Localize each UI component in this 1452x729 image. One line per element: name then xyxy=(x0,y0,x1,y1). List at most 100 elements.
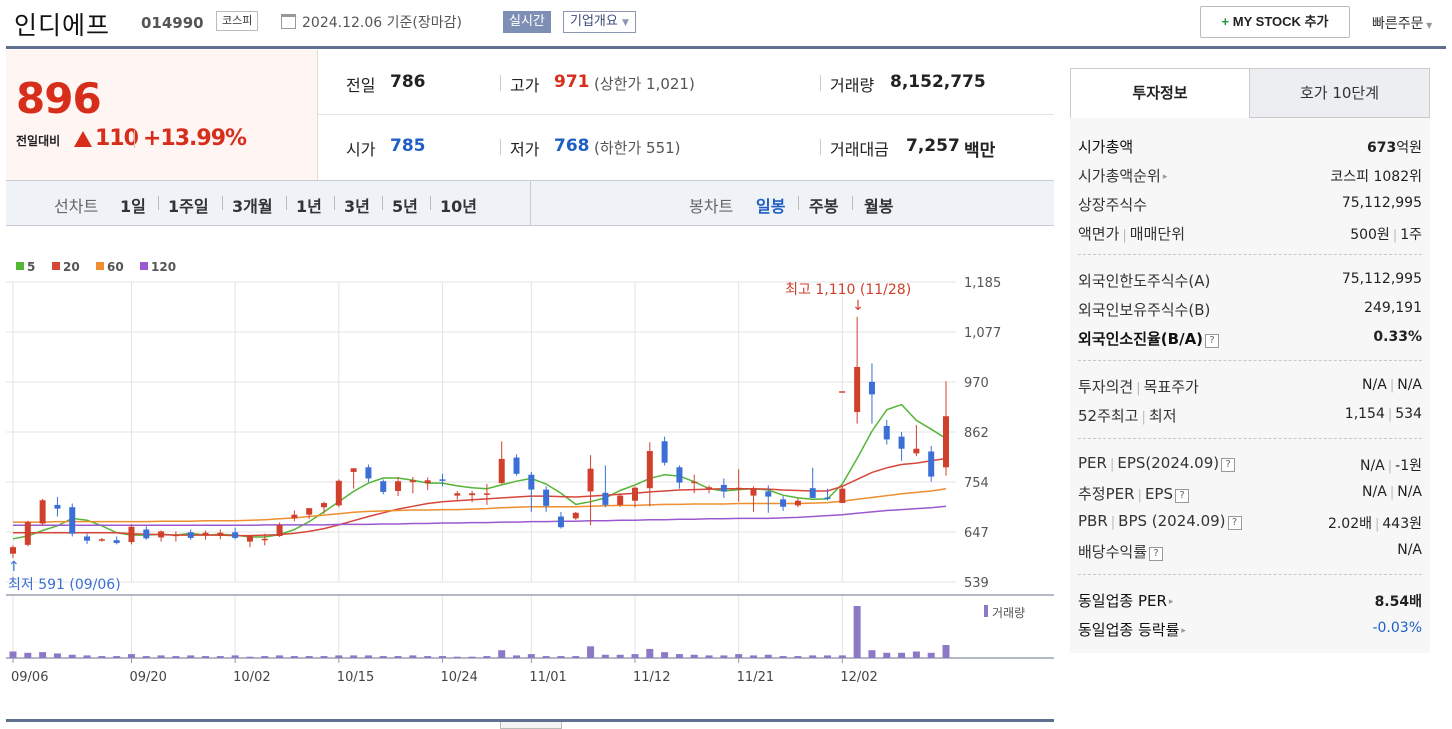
chevron-down-icon: ▼ xyxy=(1423,21,1433,30)
candle-body xyxy=(824,497,831,499)
volume-bar xyxy=(542,656,550,658)
candle-body xyxy=(913,448,920,454)
upper-limit: (상한가 1,021) xyxy=(594,75,695,93)
high-label: 고가 xyxy=(510,76,540,95)
period-1w[interactable]: 1주일 xyxy=(168,197,209,216)
help-icon[interactable]: ? xyxy=(1227,516,1242,530)
price-change: 110 xyxy=(95,126,139,151)
trade-amount-label: 거래대금 xyxy=(830,140,889,159)
chart-bottom-divider xyxy=(6,719,1054,722)
candle-body xyxy=(158,531,165,538)
divider xyxy=(798,196,799,210)
tab-investment-info[interactable]: 투자정보 xyxy=(1070,68,1250,118)
volume-bar xyxy=(927,652,935,658)
candle-body xyxy=(676,467,683,483)
market-cap-rank-label: 시가총액순위 xyxy=(1078,167,1161,185)
period-10y[interactable]: 10년 xyxy=(440,197,477,216)
market-cap-rank-link[interactable]: 시가총액순위 ▸ xyxy=(1078,165,1167,186)
listed-shares-row: 상장주식수 75,112,995 xyxy=(1078,192,1422,218)
sector-rate-link[interactable]: 동일업종 등락률 ▸ xyxy=(1078,619,1186,640)
chart-period-bar: 선차트 1일 1주일 3개월 1년 3년 5년 10년 봉차트 일봉 주봉 월봉 xyxy=(6,180,1054,226)
date-text: 2024.12.06 기준(장마감) xyxy=(302,15,462,31)
volume-bar xyxy=(824,655,832,658)
company-overview-dropdown[interactable]: 기업개요 ▼ xyxy=(563,11,636,33)
candle-chart-label: 봉차트 xyxy=(689,197,734,216)
quick-order-button[interactable]: 빠른주문 ▼ xyxy=(1372,13,1432,33)
candle-body xyxy=(365,467,372,479)
volume-bar xyxy=(809,655,817,658)
y-tick-label: 539 xyxy=(964,576,989,591)
volume-legend-label: 거래량 xyxy=(992,606,1025,620)
stock-header: 인디에프 014990 코스피 2024.12.06 기준(장마감) 실시간 기… xyxy=(0,0,1452,49)
candle-body xyxy=(706,487,713,489)
help-icon[interactable]: ? xyxy=(1221,458,1236,472)
candle-monthly[interactable]: 월봉 xyxy=(864,197,894,216)
help-icon[interactable]: ? xyxy=(1149,547,1164,561)
volume-bar xyxy=(290,656,298,658)
candle-daily[interactable]: 일봉 xyxy=(756,197,786,216)
period-1y[interactable]: 1년 xyxy=(296,197,322,216)
target-price-label: 목표주가 xyxy=(1143,378,1199,396)
separator: | xyxy=(1392,228,1398,243)
trade-unit: 1주 xyxy=(1400,227,1422,243)
volume-bar xyxy=(202,656,210,658)
par-value-values: 500원 | 1주 xyxy=(1350,224,1422,244)
separator: | xyxy=(1109,457,1115,472)
pbr-row: PBR | BPS (2024.09)? 2.02배 | 443원 xyxy=(1078,510,1422,536)
eps-label: EPS(2024.09) xyxy=(1117,454,1220,472)
foreign-ratio-row: 외국인소진율(B/A)? 0.33% xyxy=(1078,326,1422,352)
market-cap-label: 시가총액 xyxy=(1078,138,1134,156)
add-my-stock-button[interactable]: + MY STOCK 추가 xyxy=(1200,6,1350,38)
chart-scroll-handle[interactable] xyxy=(500,722,562,729)
sector-per-row: 동일업종 PER ▸ 8.54배 xyxy=(1078,588,1422,614)
x-tick-label: 11/01 xyxy=(529,670,566,685)
help-icon[interactable]: ? xyxy=(1174,489,1189,503)
help-icon[interactable]: ? xyxy=(1205,334,1220,348)
market-cap-value: 673억원 xyxy=(1367,137,1422,157)
foreign-ratio-number: 0.33% xyxy=(1373,329,1422,345)
period-3y[interactable]: 3년 xyxy=(344,197,370,216)
period-1d[interactable]: 1일 xyxy=(120,197,146,216)
chevron-down-icon: ▼ xyxy=(621,18,629,28)
volume-bar xyxy=(705,655,713,658)
down-arrow-icon: ↓ xyxy=(852,298,864,314)
est-per-label: 추정PER xyxy=(1078,485,1135,503)
candle-body xyxy=(69,507,76,534)
week52-high-value: 1,154 xyxy=(1344,406,1385,422)
divider xyxy=(1078,360,1422,361)
divider xyxy=(430,196,431,210)
period-5y[interactable]: 5년 xyxy=(392,197,418,216)
opinion-value: N/A xyxy=(1362,377,1387,393)
per-values: N/A | -1원 xyxy=(1360,455,1422,475)
volume-bar xyxy=(616,654,624,658)
foreign-limit-row: 외국인한도주식수(A) 75,112,995 xyxy=(1078,268,1422,294)
market-cap-rank-value: 코스피 1082위 xyxy=(1330,169,1422,185)
volume-bar xyxy=(83,655,91,658)
sector-per-link[interactable]: 동일업종 PER ▸ xyxy=(1078,590,1173,611)
tab-order-book[interactable]: 호가 10단계 xyxy=(1250,68,1430,118)
calendar-icon xyxy=(281,14,296,29)
moving-average-line xyxy=(12,403,947,540)
candle-weekly[interactable]: 주봉 xyxy=(809,197,839,216)
volume-label: 거래량 xyxy=(830,76,875,95)
separator: | xyxy=(1110,515,1116,530)
period-3m[interactable]: 3개월 xyxy=(232,197,273,216)
stock-code: 014990 xyxy=(141,14,204,32)
dividend-label-group: 배당수익률? xyxy=(1078,541,1164,562)
candle-body xyxy=(839,488,846,504)
change-rate: +13.99% xyxy=(143,126,247,151)
stock-chart[interactable]: 1,185 1,077 970 862 754 647 539 09/06 09/20 10/02… xyxy=(6,226,1054,720)
divider xyxy=(852,196,853,210)
candle-body xyxy=(128,526,135,543)
volume-bar xyxy=(127,654,135,658)
volume-bar xyxy=(142,656,150,658)
candle-body xyxy=(335,480,342,506)
volume-bar xyxy=(305,656,313,658)
plus-icon: + xyxy=(1221,14,1230,29)
realtime-button[interactable]: 실시간 xyxy=(503,11,551,33)
volume-bar xyxy=(838,655,846,658)
candle-body xyxy=(276,524,283,537)
candle-body xyxy=(10,547,16,554)
divider xyxy=(1078,438,1422,439)
candle-body xyxy=(98,539,105,541)
